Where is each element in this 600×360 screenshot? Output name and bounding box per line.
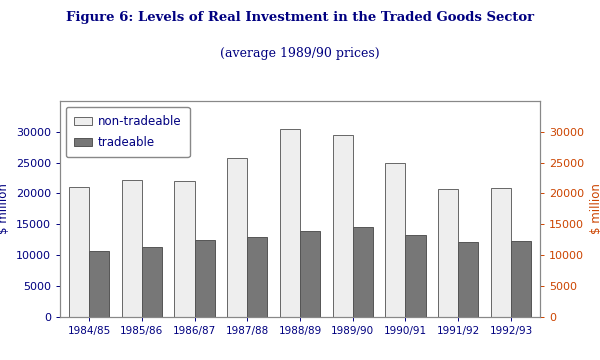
Bar <box>280 129 300 317</box>
Bar <box>458 242 478 317</box>
Bar <box>247 237 267 317</box>
Bar <box>491 188 511 317</box>
Bar <box>142 247 162 317</box>
Bar <box>194 240 215 317</box>
Bar <box>300 231 320 317</box>
Bar <box>511 241 531 317</box>
Text: (average 1989/90 prices): (average 1989/90 prices) <box>220 47 380 60</box>
Bar <box>227 158 247 317</box>
Bar <box>69 187 89 317</box>
Bar <box>353 227 373 317</box>
Legend: non-tradeable, tradeable: non-tradeable, tradeable <box>66 107 190 157</box>
Y-axis label: $ million: $ million <box>590 183 600 234</box>
Bar <box>175 181 194 317</box>
Y-axis label: $ million: $ million <box>0 183 10 234</box>
Bar <box>438 189 458 317</box>
Bar <box>333 135 353 317</box>
Bar <box>89 251 109 317</box>
Bar <box>122 180 142 317</box>
Bar <box>385 163 406 317</box>
Bar <box>406 235 425 317</box>
Text: Figure 6: Levels of Real Investment in the Traded Goods Sector: Figure 6: Levels of Real Investment in t… <box>66 11 534 24</box>
